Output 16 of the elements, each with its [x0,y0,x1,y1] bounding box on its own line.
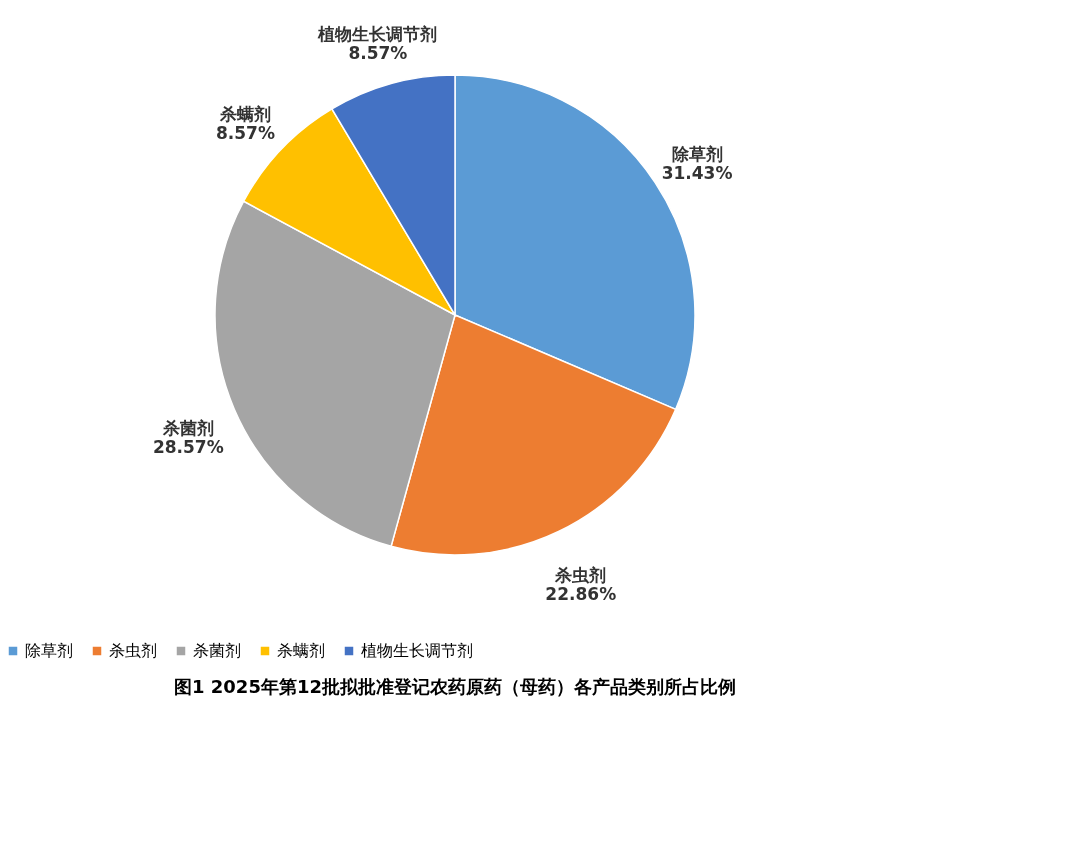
legend-label: 杀菌剂 [193,641,241,660]
legend-label: 杀虫剂 [109,641,157,660]
slice-label: 除草剂 [671,144,723,165]
slice-label: 杀菌剂 [161,417,214,438]
legend-label: 杀螨剂 [277,641,325,660]
legend-label: 植物生长调节剂 [361,641,473,660]
data-label: 28.57% [152,436,224,457]
text: 图1 2025年第12批拟批准登记农药原药（母药）各产品类别所占比例 [174,676,736,697]
data-label: 8.57% [348,43,408,64]
legend-label: 除草剂 [25,641,73,660]
data-label: 22.86% [545,584,617,605]
slice-label: 杀虫剂 [554,565,607,586]
data-label: 8.57% [215,122,275,143]
slice-label: 杀螨剂 [218,103,271,124]
slice-label: 植物生长调节剂 [317,24,438,45]
data-label: 31.43% [661,163,733,184]
